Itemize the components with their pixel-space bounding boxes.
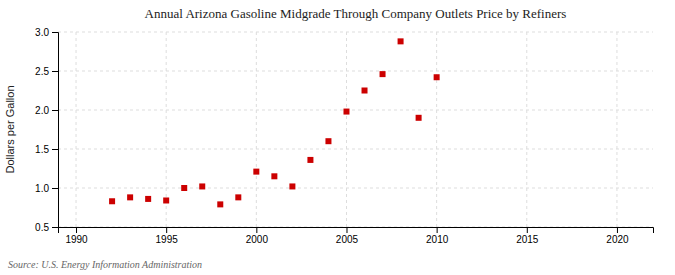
point <box>362 88 368 94</box>
y-tick-label: 2.5 <box>35 66 49 77</box>
x-tick-label: 2000 <box>246 234 269 245</box>
title: Annual Arizona Gasoline Midgrade Through… <box>145 6 567 21</box>
x-tick-label: 1990 <box>65 234 88 245</box>
x-tick-label: 2005 <box>336 234 359 245</box>
x-tick-mark <box>346 227 347 233</box>
grid-line-x <box>256 32 257 227</box>
x-tick-mark <box>256 227 257 233</box>
grid-line-x <box>526 32 527 227</box>
y-tick-mark <box>52 149 58 150</box>
x-tick: 1990 <box>65 227 88 245</box>
x-tick: 2005 <box>336 227 359 245</box>
grid-line-y <box>58 71 653 72</box>
x-tick-mark <box>166 227 167 233</box>
point <box>416 115 422 121</box>
y-tick-label: 0.5 <box>35 222 49 233</box>
point <box>325 138 331 144</box>
y-axis: 0.5 1.0 1.5 2.0 2.5 3.0 <box>35 27 58 233</box>
y-tick-mark <box>52 188 58 189</box>
x-tick: 1995 <box>156 227 179 245</box>
point <box>145 196 151 202</box>
y-axis-line <box>52 33 59 228</box>
marks <box>109 38 440 207</box>
y-tick-mark <box>52 110 58 111</box>
x-tick-label: 1995 <box>156 234 179 245</box>
point <box>380 71 386 77</box>
grid-line-y <box>58 32 653 33</box>
point <box>109 198 115 204</box>
y-tick: 2.0 <box>35 105 58 116</box>
y-axis-title: Dollars per Gallon <box>4 85 16 173</box>
x-tick: 2020 <box>606 227 629 245</box>
chart-root: 1990 1995 2000 2005 2010 2015 2020 0.5 1.0 1.5 2.0… <box>0 0 675 275</box>
x-tick-label: 2010 <box>426 234 449 245</box>
y-tick: 3.0 <box>35 27 58 38</box>
point <box>199 183 205 189</box>
y-tick: 1.0 <box>35 183 58 194</box>
y-tick-mark <box>52 227 58 228</box>
point <box>235 194 241 200</box>
x-tick-mark <box>76 227 77 233</box>
y-tick: 0.5 <box>35 222 58 233</box>
plot-area: 1990 1995 2000 2005 2010 2015 2020 0.5 1.0 1.5 2.0… <box>35 27 653 245</box>
x-tick: 2015 <box>516 227 539 245</box>
grid-line-x <box>436 32 437 227</box>
x-tick-label: 2015 <box>516 234 539 245</box>
source-note: Source: U.S. Energy Information Administ… <box>8 259 202 270</box>
x-tick: 2010 <box>426 227 449 245</box>
x-axis-line <box>59 228 654 234</box>
point <box>163 197 169 203</box>
point <box>253 169 259 175</box>
y-tick-label: 3.0 <box>35 27 49 38</box>
y-tick-label: 1.5 <box>35 144 49 155</box>
point <box>434 74 440 80</box>
point <box>398 38 404 44</box>
x-tick: 2000 <box>246 227 269 245</box>
x-tick-mark <box>527 227 528 233</box>
grid-line-x <box>346 32 347 227</box>
x-tick-mark <box>617 227 618 233</box>
y-tick-mark <box>52 71 58 72</box>
y-tick-label: 1.0 <box>35 183 49 194</box>
grid-line-x <box>616 32 617 227</box>
point <box>127 194 133 200</box>
x-tick-label: 2020 <box>606 234 629 245</box>
point <box>289 183 295 189</box>
point <box>343 109 349 115</box>
point <box>307 157 313 163</box>
point <box>271 173 277 179</box>
y-tick: 2.5 <box>35 66 58 77</box>
x-axis: 1990 1995 2000 2005 2010 2015 2020 <box>59 227 654 245</box>
y-tick-label: 2.0 <box>35 105 49 116</box>
grid-line-x <box>76 32 77 227</box>
point <box>181 185 187 191</box>
grid-line-y <box>58 110 653 111</box>
grid <box>58 32 653 227</box>
y-tick-mark <box>52 32 58 33</box>
grid-line-y <box>58 188 653 189</box>
point <box>217 201 223 207</box>
y-tick: 1.5 <box>35 144 58 155</box>
grid-line-y <box>58 149 653 150</box>
x-tick-mark <box>437 227 438 233</box>
